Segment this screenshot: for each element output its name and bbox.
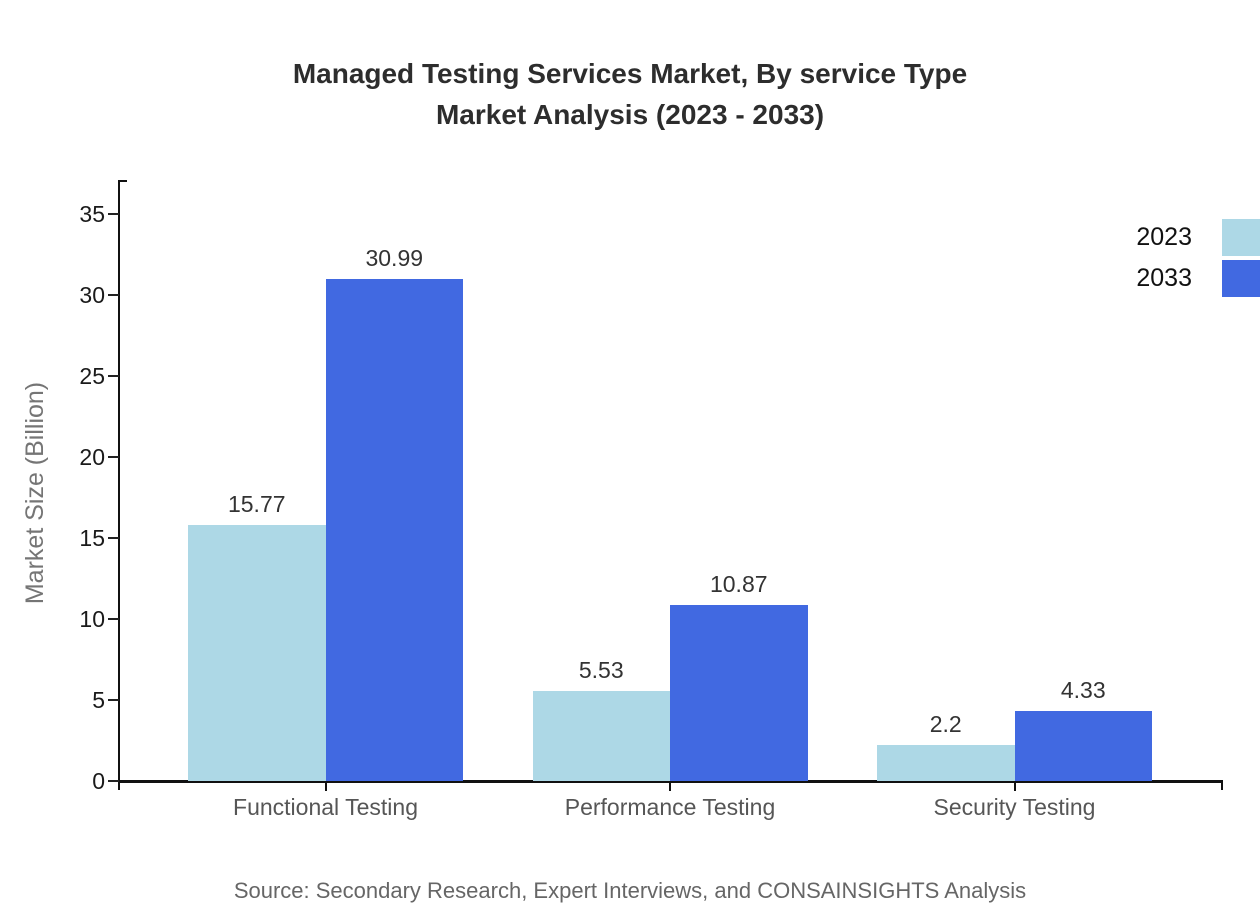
y-axis-top-cap	[119, 180, 127, 182]
y-tick-label: 10	[79, 605, 105, 632]
bar-2033	[670, 604, 808, 781]
y-tick-label: 25	[79, 362, 105, 389]
y-tick-mark	[108, 455, 119, 458]
bar-value-label: 15.77	[227, 491, 286, 518]
y-tick-mark	[108, 698, 119, 701]
y-tick-mark	[108, 374, 119, 377]
category-label: Functional Testing	[233, 794, 418, 820]
legend-swatch-2023	[1222, 219, 1260, 256]
y-tick-mark	[108, 212, 119, 215]
category-label: Performance Testing	[564, 794, 776, 820]
chart-title-line2: Market Analysis (2023 - 2033)	[435, 99, 825, 130]
chart-title-line1: Managed Testing Services Market, By serv…	[292, 58, 968, 89]
y-tick-mark	[108, 536, 119, 539]
y-tick-label: 35	[79, 200, 105, 227]
bar-value-label: 4.33	[1060, 676, 1106, 703]
y-axis-label: Market Size (Billion)	[21, 381, 49, 605]
source-note: Source: Secondary Research, Expert Inter…	[233, 878, 1027, 903]
category-label: Security Testing	[933, 794, 1096, 820]
legend-label-2033: 2033	[1136, 264, 1192, 292]
x-tick-mark	[1013, 782, 1016, 791]
bar-2023	[877, 745, 1015, 781]
x-tick-mark	[324, 782, 327, 791]
y-tick-label: 30	[79, 281, 105, 308]
y-tick-label: 0	[92, 768, 105, 794]
chart-title: Managed Testing Services Market, By serv…	[0, 53, 1260, 135]
bar-value-label: 2.2	[929, 711, 962, 738]
bar-2023	[188, 525, 326, 781]
bar-2023	[532, 691, 670, 781]
bar-value-label: 5.53	[578, 657, 624, 684]
bar-value-label: 10.87	[709, 570, 768, 597]
x-axis-end-tick	[1221, 781, 1223, 790]
bar-value-label: 30.99	[365, 244, 424, 271]
x-tick-mark	[669, 782, 671, 791]
y-tick-label: 15	[79, 524, 105, 551]
y-tick-mark	[108, 780, 119, 782]
y-tick-mark	[108, 617, 119, 620]
y-tick-mark	[108, 293, 119, 296]
y-tick-label: 5	[92, 686, 105, 713]
bar-2033	[325, 278, 463, 781]
y-tick-label: 20	[79, 443, 105, 470]
legend-swatch-2033	[1222, 260, 1260, 297]
y-axis-line	[118, 180, 120, 790]
x-axis-line	[118, 780, 1223, 783]
legend-label-2023: 2023	[1136, 223, 1192, 251]
bar-2033	[1014, 710, 1152, 781]
